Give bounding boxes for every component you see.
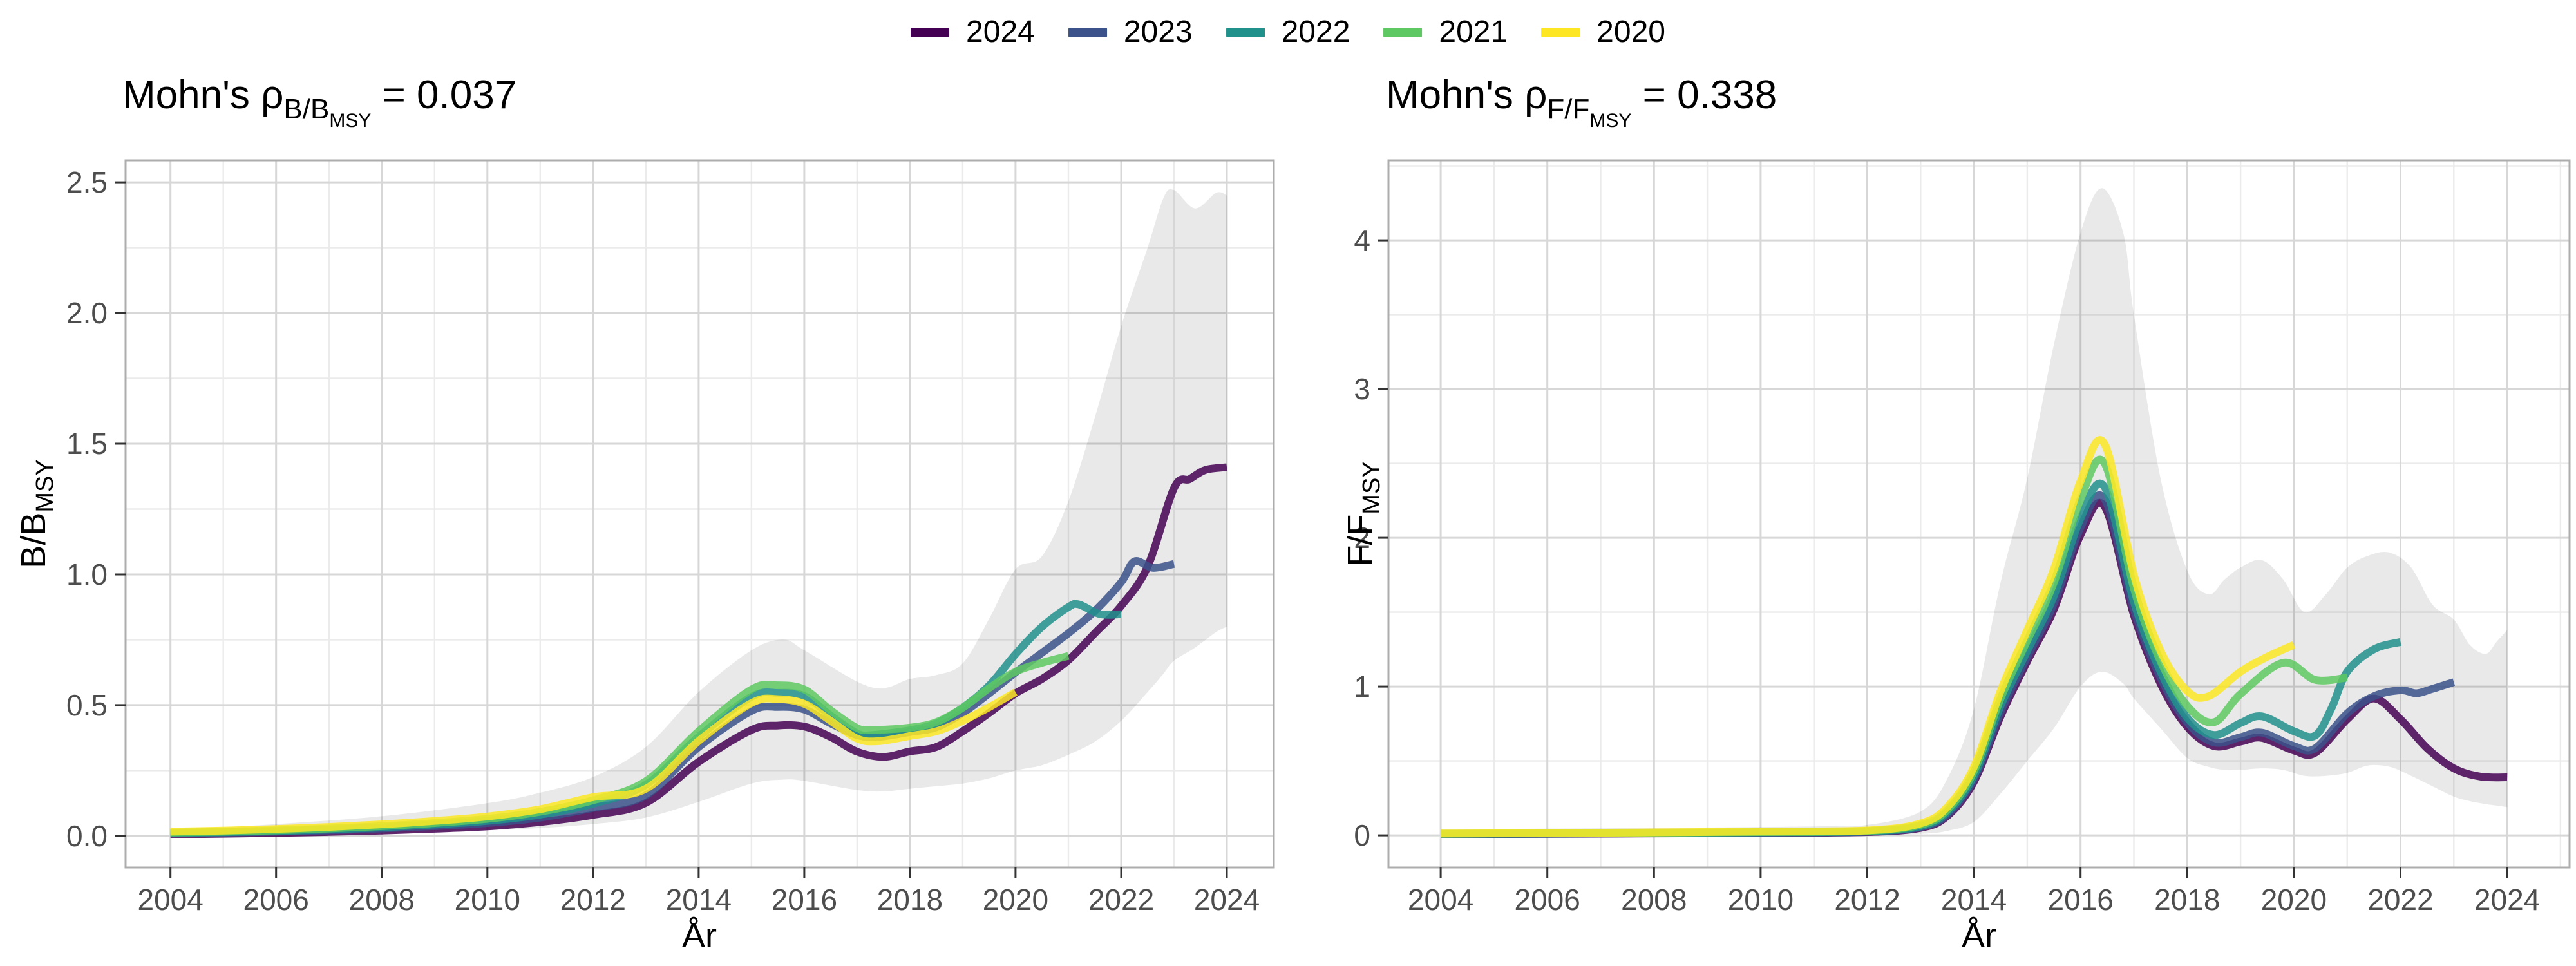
legend-item-2023: 2023 xyxy=(1068,17,1193,48)
biomass-y-axis-title: B/BMSY xyxy=(14,459,59,569)
x-tick-label: 2006 xyxy=(1515,883,1580,916)
legend-swatch-2022 xyxy=(1226,27,1265,37)
x-tick-label: 2006 xyxy=(243,883,309,916)
panel-border xyxy=(1387,159,2571,869)
y-tick-label: 1.0 xyxy=(66,558,108,591)
title-subsub: MSY xyxy=(1589,110,1632,131)
legend-label: 2021 xyxy=(1439,15,1508,49)
legend-label: 2024 xyxy=(966,15,1035,49)
legend-item-2020: 2020 xyxy=(1541,17,1665,48)
x-tick-label: 2004 xyxy=(1408,883,1473,916)
legend-swatch-2023 xyxy=(1068,27,1107,37)
y-tick-label: 4 xyxy=(1354,223,1370,257)
biomass-x-axis-title: År xyxy=(682,916,717,955)
legend-item-2024: 2024 xyxy=(911,17,1035,48)
x-tick-label: 2016 xyxy=(772,883,837,916)
x-tick-label: 2010 xyxy=(1728,883,1794,916)
biomass-panel-title: Mohn's ρB/BMSY = 0.037 xyxy=(122,72,517,131)
title-prefix: Mohn's ρ xyxy=(122,73,284,117)
x-tick-label: 2008 xyxy=(349,883,415,916)
x-tick-label: 2012 xyxy=(560,883,626,916)
x-tick-label: 2020 xyxy=(983,883,1048,916)
fishing-mortality-panel-title: Mohn's ρF/FMSY = 0.338 xyxy=(1386,72,1777,131)
x-tick-label: 2018 xyxy=(2154,883,2220,916)
x-tick-label: 2008 xyxy=(1621,883,1687,916)
title-sub: F/F xyxy=(1547,93,1590,125)
y-tick-label: 0.5 xyxy=(66,688,108,722)
y-tick-label: 0 xyxy=(1354,819,1370,852)
legend-swatch-2024 xyxy=(911,27,950,37)
x-tick-label: 2022 xyxy=(2367,883,2433,916)
y-tick-label: 3 xyxy=(1354,372,1370,406)
x-tick-label: 2014 xyxy=(1941,883,2007,916)
x-tick-label: 2020 xyxy=(2261,883,2327,916)
y-tick-label: 2.0 xyxy=(66,296,108,330)
uncertainty-ribbon xyxy=(170,189,1227,836)
panel-0: 2004 2006 2008 2010 2012 2014 2016 2018 2020 2022… xyxy=(66,159,1275,916)
title-suffix: = 0.338 xyxy=(1631,73,1777,117)
title-prefix: Mohn's ρ xyxy=(1386,73,1548,117)
y-tick-label: 0.0 xyxy=(66,819,108,853)
y-tick-label: 2 xyxy=(1354,521,1370,554)
x-tick-label: 2024 xyxy=(1194,883,1260,916)
x-tick-label: 2014 xyxy=(666,883,732,916)
y-tick-label: 1 xyxy=(1354,670,1370,703)
y-tick-label: 2.5 xyxy=(66,166,108,199)
fishing-mortality-x-axis-title: År xyxy=(1962,916,1996,955)
legend-swatch-2021 xyxy=(1383,27,1423,37)
panel-1: 2004 2006 2008 2010 2012 2014 2016 2018 2020 2022… xyxy=(1354,159,2571,916)
legend-swatch-2020 xyxy=(1541,27,1580,37)
x-tick-label: 2012 xyxy=(1834,883,1900,916)
fishing-mortality-y-axis-title: F/FMSY xyxy=(1341,461,1385,567)
legend-item-2022: 2022 xyxy=(1226,17,1350,48)
legend: 2024 2023 2022 2021 2020 xyxy=(911,17,1665,48)
series-line-2020 xyxy=(1441,436,2296,838)
x-tick-label: 2018 xyxy=(877,883,943,916)
legend-label: 2020 xyxy=(1596,15,1665,49)
x-tick-label: 2022 xyxy=(1088,883,1154,916)
x-tick-label: 2024 xyxy=(2474,883,2540,916)
title-subsub: MSY xyxy=(329,110,372,131)
title-suffix: = 0.037 xyxy=(371,73,517,117)
legend-label: 2023 xyxy=(1123,15,1193,49)
y-tick-label: 1.5 xyxy=(66,427,108,460)
legend-item-2021: 2021 xyxy=(1383,17,1508,48)
legend-label: 2022 xyxy=(1281,15,1350,49)
x-tick-label: 2004 xyxy=(138,883,204,916)
x-tick-label: 2016 xyxy=(2048,883,2114,916)
title-sub: B/B xyxy=(283,93,330,125)
x-tick-label: 2010 xyxy=(455,883,520,916)
series-line-2020 xyxy=(170,688,1018,836)
panel-border xyxy=(124,159,1275,869)
